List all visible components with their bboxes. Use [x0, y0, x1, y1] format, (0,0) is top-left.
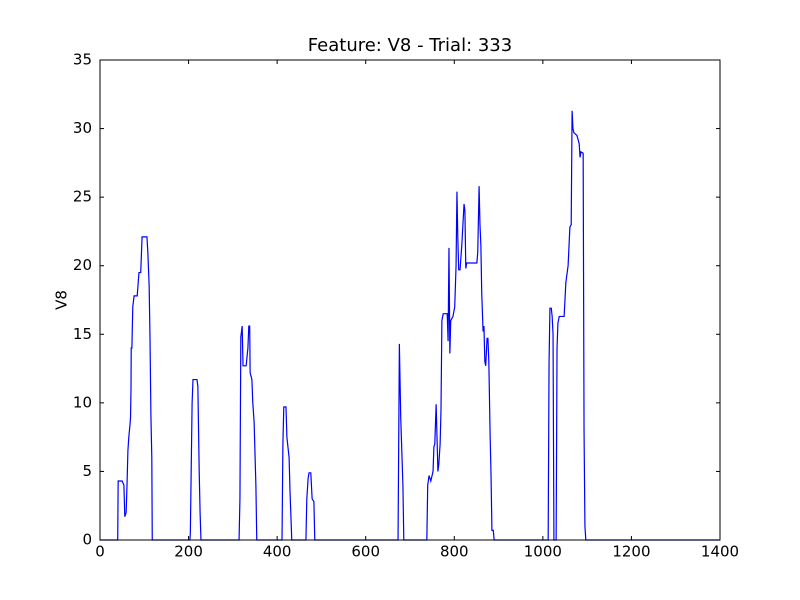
- y-tick-label: 30: [73, 119, 92, 137]
- x-tick-label: 800: [440, 543, 469, 561]
- y-tick-label: 20: [73, 256, 92, 274]
- y-tick-label: 25: [73, 188, 92, 206]
- y-tick-label: 35: [73, 51, 92, 69]
- x-tick-label: 400: [263, 543, 292, 561]
- y-tick-label: 0: [82, 531, 92, 549]
- x-tick-label: 600: [351, 543, 380, 561]
- y-tick-label: 15: [73, 325, 92, 343]
- x-tick-label: 1400: [701, 543, 739, 561]
- x-tick-label: 1200: [612, 543, 650, 561]
- chart-title: Feature: V8 - Trial: 333: [308, 35, 512, 56]
- y-tick-label: 5: [82, 462, 92, 480]
- x-tick-label: 0: [95, 543, 105, 561]
- data-line: [100, 110, 720, 541]
- plot-frame: [99, 59, 721, 541]
- y-tick-label: 10: [73, 393, 92, 411]
- x-tick-label: 200: [174, 543, 203, 561]
- x-tick-label: 1000: [524, 543, 562, 561]
- y-axis-label: V8: [53, 290, 71, 310]
